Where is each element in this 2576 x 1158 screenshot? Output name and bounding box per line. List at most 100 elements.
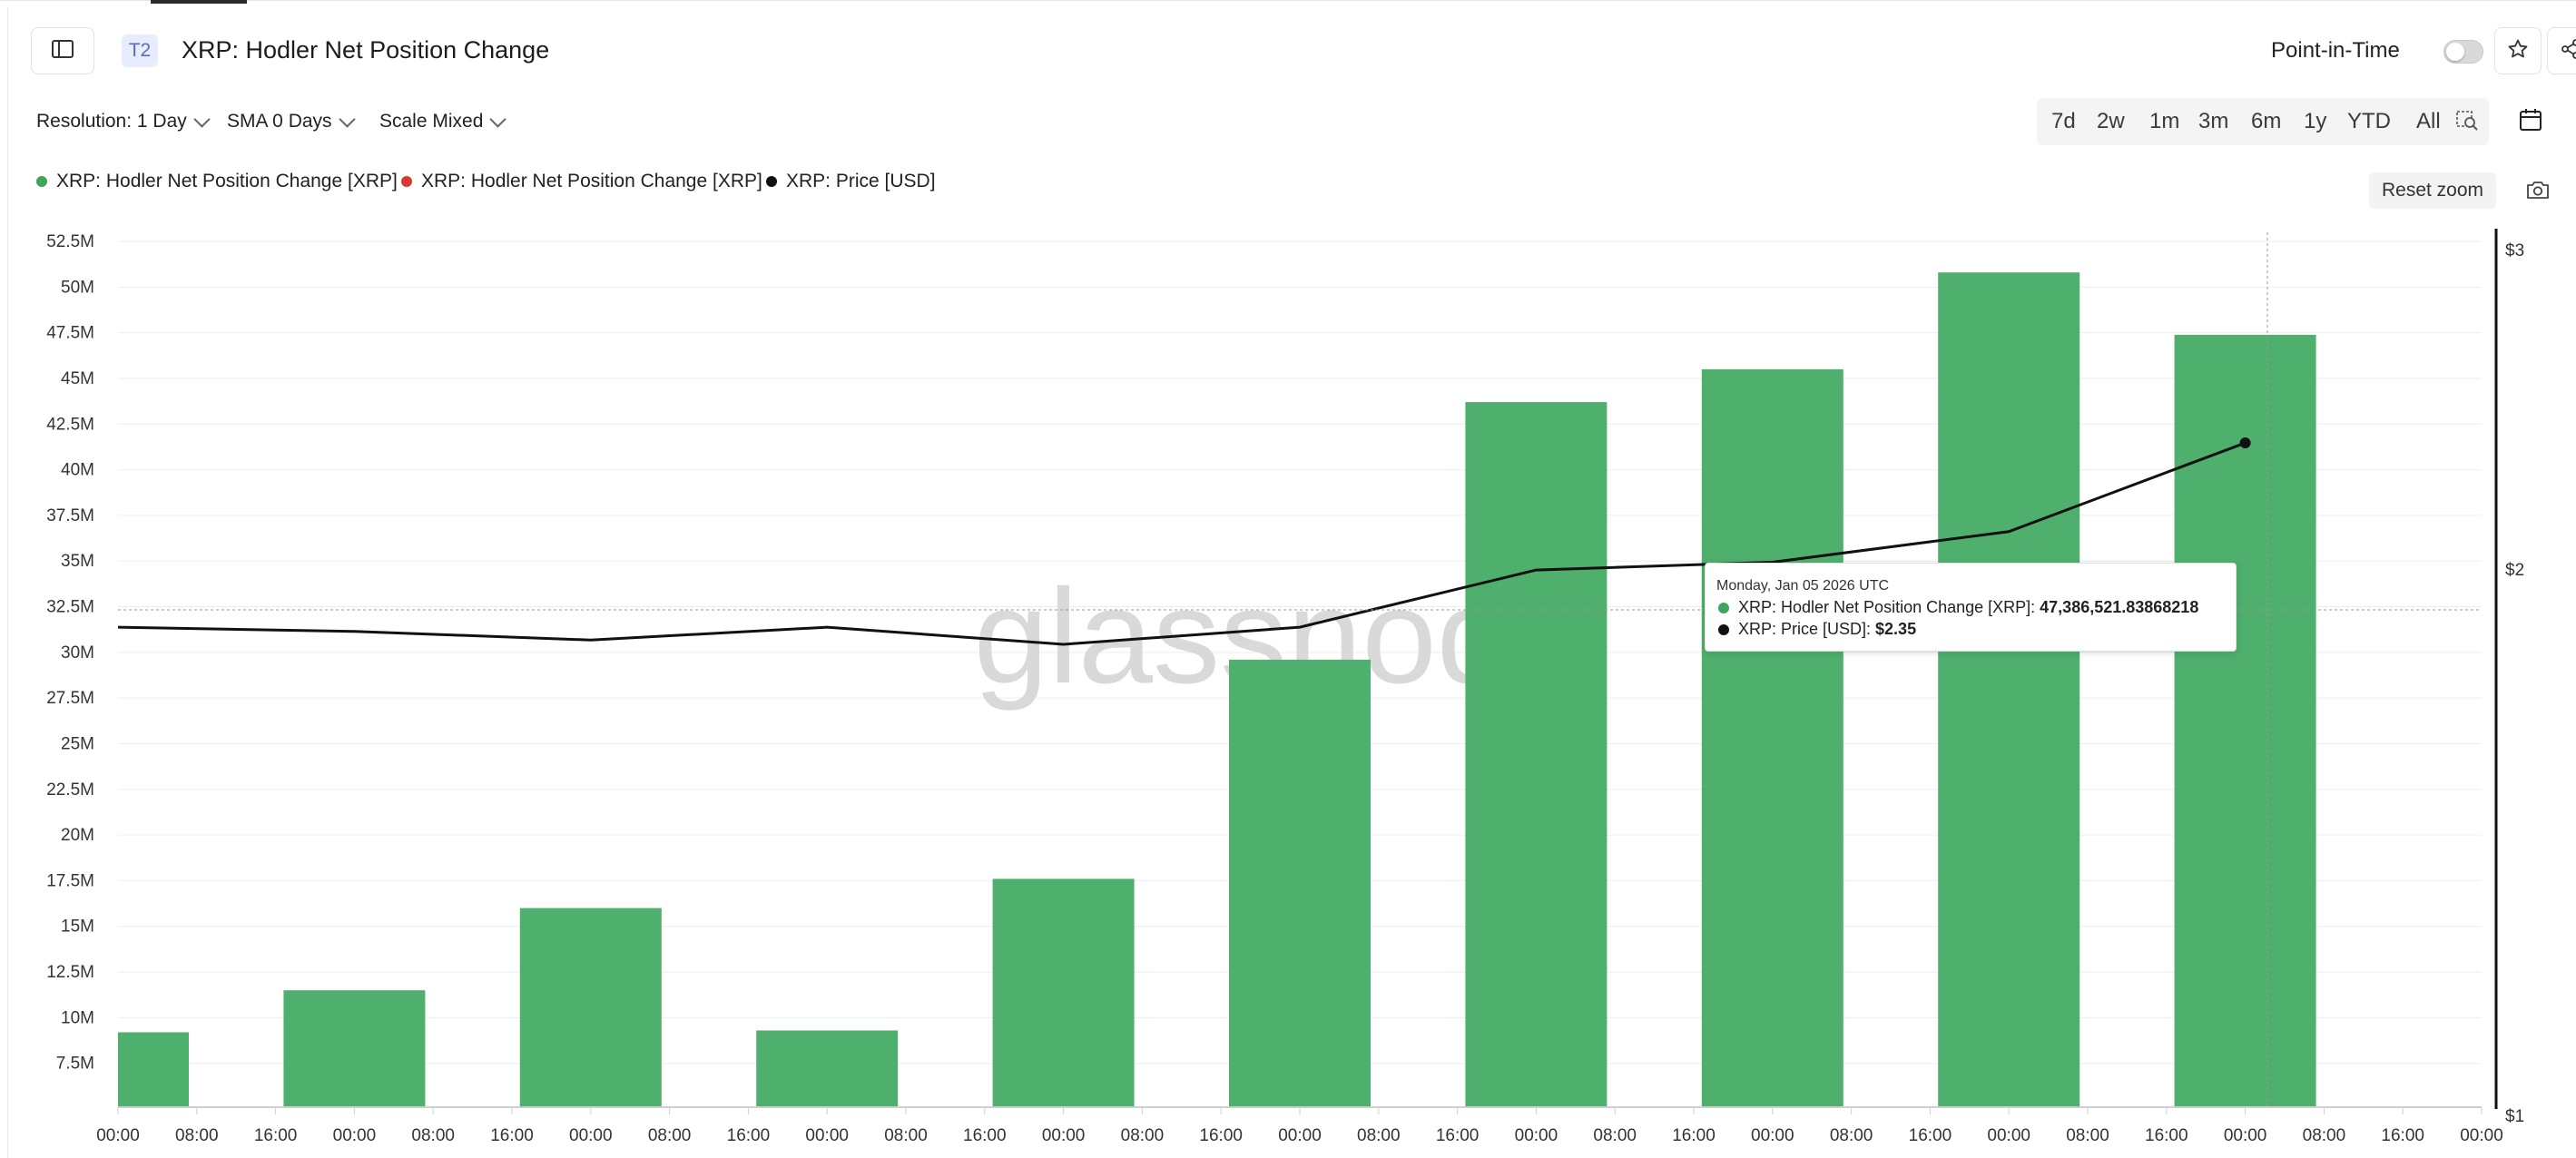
x-tick-label: 08:00 [884, 1126, 928, 1145]
range-7d[interactable]: 7d [2051, 109, 2076, 133]
bar [1701, 368, 1844, 1107]
y-left-tick-label: 7.5M [56, 1055, 94, 1074]
point-in-time-toggle[interactable] [2443, 40, 2483, 64]
tooltip-row-net-position: XRP: Hodler Net Position Change [XRP]: 4… [1718, 598, 2198, 617]
x-tick-label: 16:00 [1909, 1126, 1952, 1145]
y-axis-right: $1 $2 $3 [2494, 229, 2524, 1126]
chart-tooltip: Monday, Jan 05 2026 UTC XRP: Hodler Net … [1705, 563, 2237, 652]
x-tick-label: 16:00 [1672, 1126, 1716, 1145]
bar-series [118, 272, 2316, 1108]
legend-dot-green [36, 176, 47, 187]
calendar-icon [2519, 108, 2542, 136]
x-tick-label: 00:00 [1042, 1126, 1086, 1145]
x-tick-label: 08:00 [175, 1126, 219, 1145]
y-left-tick-label: 25M [61, 734, 94, 753]
x-tick-label: 08:00 [1121, 1126, 1165, 1145]
y-left-tick-label: 52.5M [46, 232, 94, 251]
y-left-tick-label: 45M [61, 369, 94, 388]
range-2w[interactable]: 2w [2097, 109, 2125, 133]
share-button[interactable] [2547, 27, 2576, 74]
legend-item-net-position-negative[interactable]: XRP: Hodler Net Position Change [XRP] [401, 171, 762, 192]
y-left-tick-label: 15M [61, 918, 94, 937]
x-tick-label: 00:00 [1987, 1126, 2030, 1145]
range-ytd[interactable]: YTD [2347, 109, 2391, 133]
range-1y[interactable]: 1y [2304, 109, 2327, 133]
resolution-dropdown[interactable]: Resolution: 1 Day [36, 110, 211, 132]
bar [1229, 659, 1371, 1107]
point-in-time-label: Point-in-Time [2271, 38, 2400, 63]
x-tick-label: 08:00 [2303, 1126, 2346, 1145]
calendar-button[interactable] [2507, 98, 2554, 145]
left-border [7, 7, 8, 1158]
y-left-tick-label: 37.5M [46, 506, 94, 525]
top-border [0, 0, 2576, 8]
chart-header: T2 XRP: Hodler Net Position Change Point… [31, 27, 2576, 78]
y-left-tick-label: 12.5M [46, 963, 94, 982]
tier-badge: T2 [122, 34, 158, 67]
x-tick-label: 00:00 [333, 1126, 377, 1145]
page-title: XRP: Hodler Net Position Change [182, 36, 550, 64]
x-tick-label: 00:00 [2224, 1126, 2267, 1145]
sidebar-toggle-button[interactable] [31, 27, 94, 74]
price-line-series [117, 437, 2251, 646]
x-tick-label: 00:00 [2460, 1126, 2503, 1145]
bar [118, 1032, 189, 1107]
range-1m[interactable]: 1m [2149, 109, 2180, 133]
tooltip-label: XRP: Price [USD]: [1738, 620, 1876, 638]
star-icon [2507, 38, 2529, 64]
bar [992, 878, 1135, 1107]
y-left-tick-label: 50M [61, 278, 94, 297]
y-left-tick-label: 17.5M [46, 871, 94, 890]
y-right-tick-label: $2 [2505, 561, 2524, 580]
x-tick-label: 08:00 [411, 1126, 455, 1145]
resolution-label: Resolution: 1 Day [36, 111, 187, 132]
range-6m[interactable]: 6m [2251, 109, 2282, 133]
active-tab-indicator [151, 0, 247, 4]
legend-item-net-position[interactable]: XRP: Hodler Net Position Change [XRP] [36, 171, 398, 192]
x-tick-label: 08:00 [1357, 1126, 1401, 1145]
scale-label: Scale Mixed [379, 111, 484, 132]
x-tick-label: 00:00 [805, 1126, 849, 1145]
bar [1465, 402, 1608, 1108]
reset-zoom-button[interactable]: Reset zoom [2369, 172, 2496, 209]
x-tick-label: 16:00 [727, 1126, 771, 1145]
y-left-tick-label: 10M [61, 1008, 94, 1027]
camera-icon [2526, 180, 2550, 204]
y-left-tick-label: 40M [61, 461, 94, 480]
share-icon [2560, 38, 2576, 64]
y-left-tick-label: 20M [61, 826, 94, 845]
tooltip-dot-green [1718, 602, 1729, 613]
zoom-select-icon[interactable] [2456, 111, 2480, 137]
legend-item-price[interactable]: XRP: Price [USD] [766, 171, 936, 192]
x-tick-label: 08:00 [2066, 1126, 2109, 1145]
bar [2174, 334, 2316, 1107]
crosshair [118, 232, 2482, 1107]
sma-dropdown[interactable]: SMA 0 Days [227, 110, 356, 132]
y-left-tick-label: 42.5M [46, 415, 94, 434]
tooltip-dot-black [1718, 623, 1729, 635]
range-all[interactable]: All [2416, 109, 2441, 133]
y-right-tick-label: $3 [2505, 241, 2524, 260]
price-point-marker [2239, 437, 2251, 449]
screenshot-button[interactable] [2520, 174, 2556, 209]
x-tick-label: 16:00 [2381, 1126, 2424, 1145]
y-left-tick-label: 47.5M [46, 324, 94, 343]
price-line [117, 441, 2247, 646]
time-range-selector: 7d 2w 1m 3m 6m 1y YTD All [2037, 98, 2489, 145]
tooltip-label: XRP: Hodler Net Position Change [XRP]: [1738, 598, 2040, 616]
x-tick-label: 16:00 [254, 1126, 298, 1145]
legend-label: XRP: Price [USD] [786, 171, 936, 191]
y-axis-left: 7.5M 10M 12.5M 15M 17.5M 20M 22.5M 25M 27.5M 30M 3… [46, 232, 94, 1074]
x-tick-label: 16:00 [1436, 1126, 1480, 1145]
tooltip-row-price: XRP: Price [USD]: $2.35 [1718, 620, 1916, 639]
x-tick-label: 00:00 [569, 1126, 613, 1145]
x-tick-label: 08:00 [1830, 1126, 1873, 1145]
range-3m[interactable]: 3m [2198, 109, 2229, 133]
chart-controls: Resolution: 1 Day SMA 0 Days Scale Mixed [36, 107, 944, 143]
scale-dropdown[interactable]: Scale Mixed [379, 110, 507, 132]
favorite-button[interactable] [2494, 27, 2542, 74]
x-tick-label: 16:00 [490, 1126, 534, 1145]
tooltip-date: Monday, Jan 05 2026 UTC [1716, 578, 1890, 594]
x-axis: 00:00 08:00 16:00 00:00 08:00 16:00 00:00 08:00… [96, 1107, 2503, 1145]
